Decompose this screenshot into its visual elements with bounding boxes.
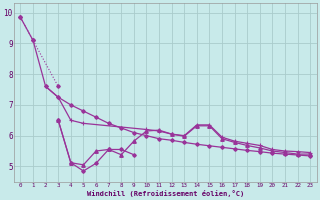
X-axis label: Windchill (Refroidissement éolien,°C): Windchill (Refroidissement éolien,°C) — [87, 190, 244, 197]
